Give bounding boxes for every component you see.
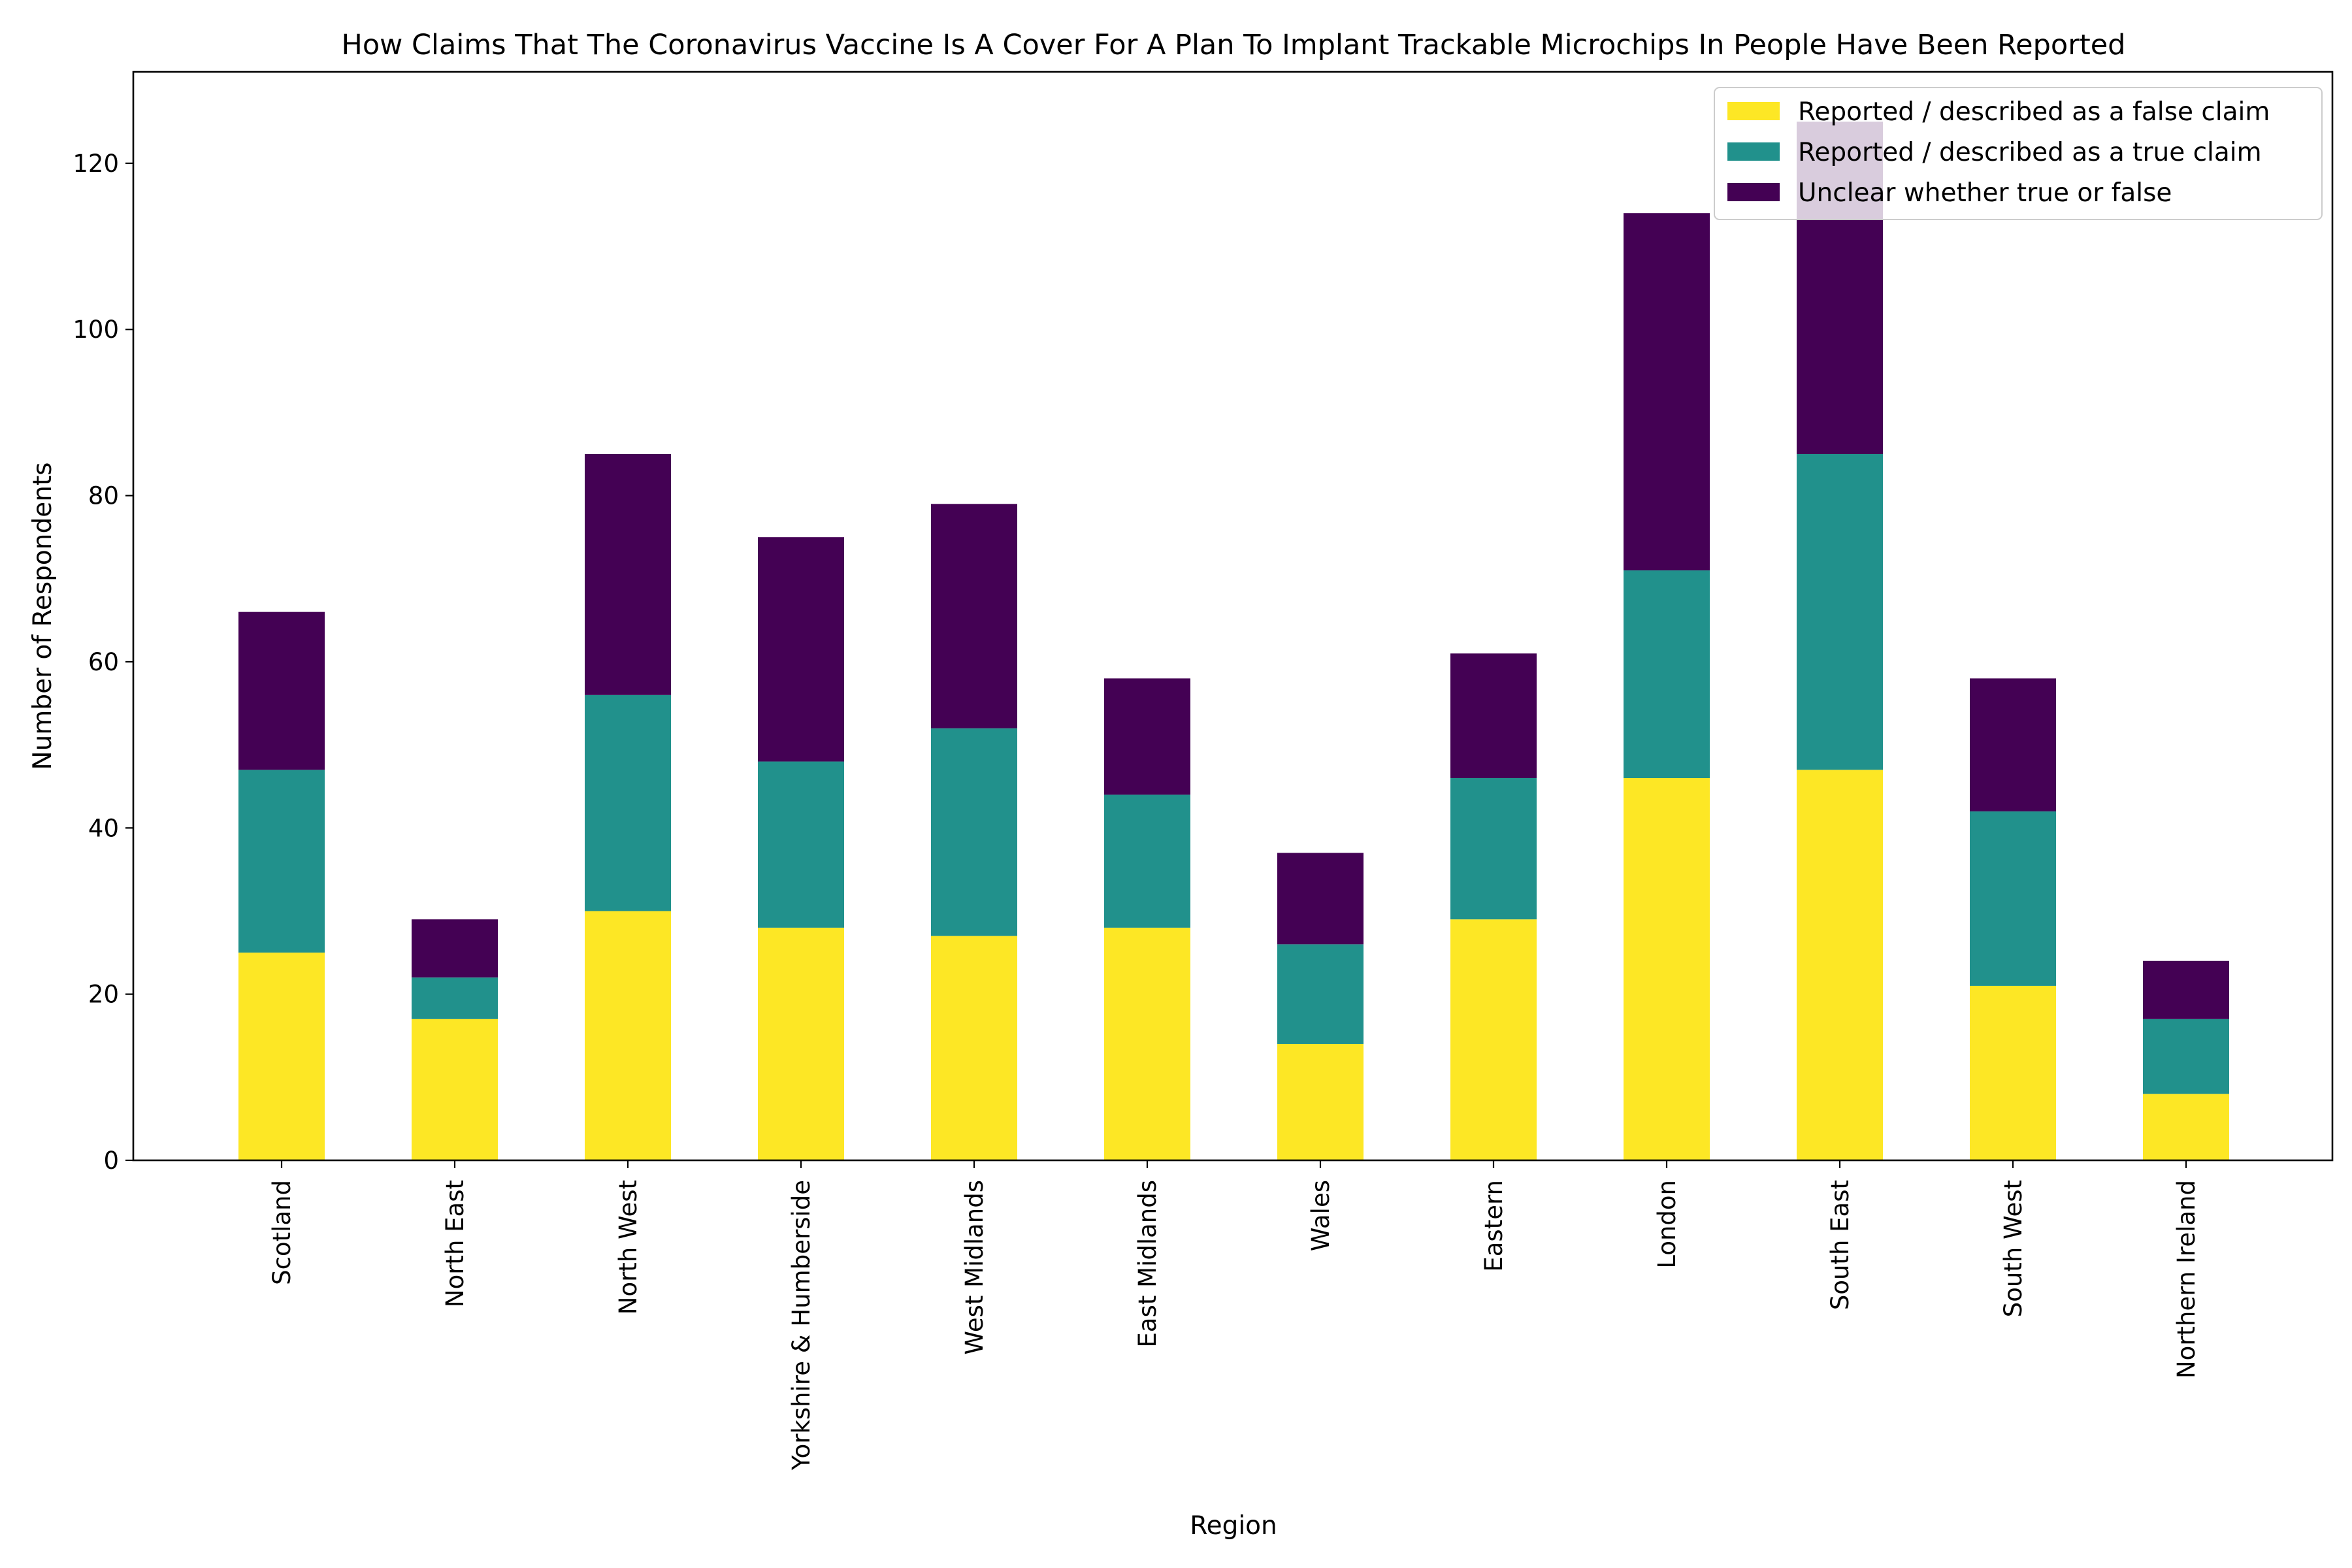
bar-segment-eastern-series-1 (1450, 919, 1537, 1160)
bar-segment-yorkshire-humberside-series-2 (758, 761, 844, 928)
x-tick-label: South West (1999, 1180, 2027, 1317)
legend: Reported / described as a false claim Rep… (1714, 87, 2323, 220)
x-tick-label: West Midlands (960, 1180, 988, 1355)
axes-group: 0 20 40 60 80 100 120 Scotland North East North W… (73, 71, 2334, 1471)
legend-swatch-2 (1727, 142, 1780, 161)
x-tick-label: London (1653, 1180, 1681, 1269)
y-tick-label: 20 (88, 981, 119, 1009)
x-tick-label: North West (614, 1180, 642, 1315)
bar-segment-london-series-3 (1624, 213, 1710, 571)
x-tick-label: Northern Ireland (2172, 1180, 2200, 1379)
bar-segment-yorkshire-humberside-series-1 (758, 927, 844, 1160)
bar-segment-west-midlands-series-3 (931, 504, 1017, 728)
x-tick-label: North East (441, 1180, 469, 1307)
bar-segment-west-midlands-series-2 (931, 728, 1017, 936)
bar-segment-eastern-series-2 (1450, 777, 1537, 920)
bar-segment-south-west-series-1 (1970, 985, 2056, 1160)
x-tick-label: Yorkshire & Humberside (787, 1180, 815, 1471)
bar-segment-east-midlands-series-2 (1104, 794, 1190, 928)
x-tick-label: South East (1826, 1180, 1854, 1310)
bar-segment-wales-series-1 (1277, 1043, 1364, 1160)
y-tick-label: 40 (88, 814, 119, 842)
bar-segment-london-series-1 (1624, 777, 1710, 1160)
bar-segment-north-west-series-1 (585, 911, 671, 1160)
bar-segment-eastern-series-3 (1450, 653, 1537, 778)
x-tick-label: Wales (1307, 1180, 1335, 1251)
bar-segment-yorkshire-humberside-series-3 (758, 537, 844, 762)
bar-segment-west-midlands-series-1 (931, 936, 1017, 1160)
bar-segment-north-east-series-2 (412, 977, 498, 1019)
y-tick-label: 60 (88, 648, 119, 676)
bar-segment-north-east-series-3 (412, 919, 498, 978)
bar-segment-northern-ireland-series-3 (2143, 960, 2229, 1019)
y-tick-label: 0 (103, 1147, 119, 1175)
bar-segment-east-midlands-series-3 (1104, 678, 1190, 795)
bar-segment-south-east-series-1 (1797, 770, 1883, 1160)
bar-segment-london-series-2 (1624, 570, 1710, 778)
bar-segment-south-west-series-2 (1970, 811, 2056, 986)
bar-segment-north-west-series-3 (585, 454, 671, 695)
y-tick-label: 80 (88, 482, 119, 510)
y-tick-label: 100 (73, 316, 119, 344)
bar-segment-north-west-series-2 (585, 694, 671, 911)
bar-segment-wales-series-3 (1277, 853, 1364, 945)
x-tick-label: East Midlands (1134, 1180, 1162, 1347)
bar-segment-northern-ireland-series-2 (2143, 1019, 2229, 1094)
x-tick-label: Scotland (268, 1180, 296, 1285)
bar-segment-northern-ireland-series-1 (2143, 1094, 2229, 1160)
legend-label-2: Reported / described as a true claim (1798, 138, 2262, 167)
bar-segment-east-midlands-series-1 (1104, 927, 1190, 1160)
bar-segment-scotland-series-3 (238, 612, 325, 770)
plot-frame (132, 71, 2334, 1162)
legend-box (1714, 87, 2323, 220)
legend-swatch-1 (1727, 102, 1780, 120)
y-tick-label: 120 (73, 150, 119, 178)
bars-group (238, 122, 2229, 1160)
bar-segment-scotland-series-2 (238, 770, 325, 953)
bar-segment-wales-series-2 (1277, 944, 1364, 1044)
bar-segment-north-east-series-1 (412, 1019, 498, 1160)
y-axis-label: Number of Respondents (28, 462, 57, 770)
legend-swatch-3 (1727, 183, 1780, 201)
x-tick-label: Eastern (1480, 1180, 1508, 1272)
chart-title: How Claims That The Coronavirus Vaccine … (342, 29, 2126, 61)
bar-segment-south-east-series-2 (1797, 454, 1883, 770)
bar-segment-south-west-series-3 (1970, 678, 2056, 811)
bar-segment-scotland-series-1 (238, 953, 325, 1160)
legend-label-3: Unclear whether true or false (1798, 178, 2172, 208)
x-axis-label: Region (1190, 1511, 1277, 1541)
legend-label-1: Reported / described as a false claim (1798, 97, 2270, 127)
